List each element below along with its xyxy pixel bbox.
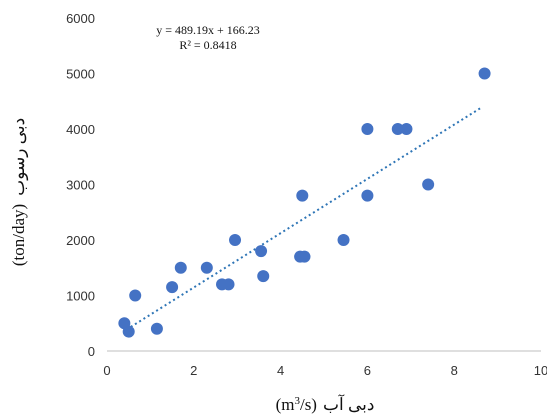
data-point [129,289,142,302]
x-tick-label: 2 [190,363,197,378]
data-point [174,261,187,274]
data-point [296,189,309,202]
data-point [400,123,413,135]
r-squared-label: R² = 0.8418 [179,38,236,52]
y-tick-label: 5000 [66,67,95,82]
data-point [257,270,270,283]
y-tick-label: 1000 [66,289,95,304]
x-axis-title: (m3/s) دبی آب [276,393,375,414]
y-tick-labels: 0 1000 2000 3000 4000 5000 6000 [66,11,95,359]
y-axis-unit: (ton/day) [9,204,28,266]
y-tick-label: 0 [88,344,95,359]
trendline-equation: y = 489.19x + 166.23 [156,23,260,37]
svg-text:(ton/day)دبی رسوب: (ton/day) دبی رسوب [9,118,29,266]
y-tick-label: 4000 [66,122,95,137]
x-axis-unit-end: /s) [300,395,317,414]
data-point [255,245,268,258]
data-points [118,67,491,338]
y-tick-label: 6000 [66,11,95,26]
x-tick-label: 10 [534,363,547,378]
x-tick-label: 0 [103,363,110,378]
data-point [391,123,404,135]
y-tick-label: 2000 [66,233,95,248]
x-axis-unit-sup: 3 [294,395,300,407]
data-point [200,261,213,274]
data-point [478,67,491,80]
y-tick-label: 3000 [66,178,95,193]
data-point [122,325,135,338]
data-point [422,178,435,191]
y-axis-title: (ton/day) دبی رسوب [9,118,29,266]
data-point [298,250,311,263]
data-point [337,234,350,246]
trendline [125,106,483,331]
x-axis-label-text: دبی آب [323,393,374,414]
data-point [361,189,374,202]
x-tick-label: 6 [364,363,371,378]
x-axis-unit: (m [276,395,295,414]
data-point [361,123,374,135]
x-tick-label: 8 [451,363,458,378]
y-axis-label-text: دبی رسوب [9,118,29,196]
x-tick-label: 4 [277,363,284,378]
data-point [229,234,242,246]
data-point [166,281,179,294]
x-tick-labels: 0 2 4 6 8 10 [103,363,547,378]
data-point [150,322,163,335]
data-point [222,278,235,291]
